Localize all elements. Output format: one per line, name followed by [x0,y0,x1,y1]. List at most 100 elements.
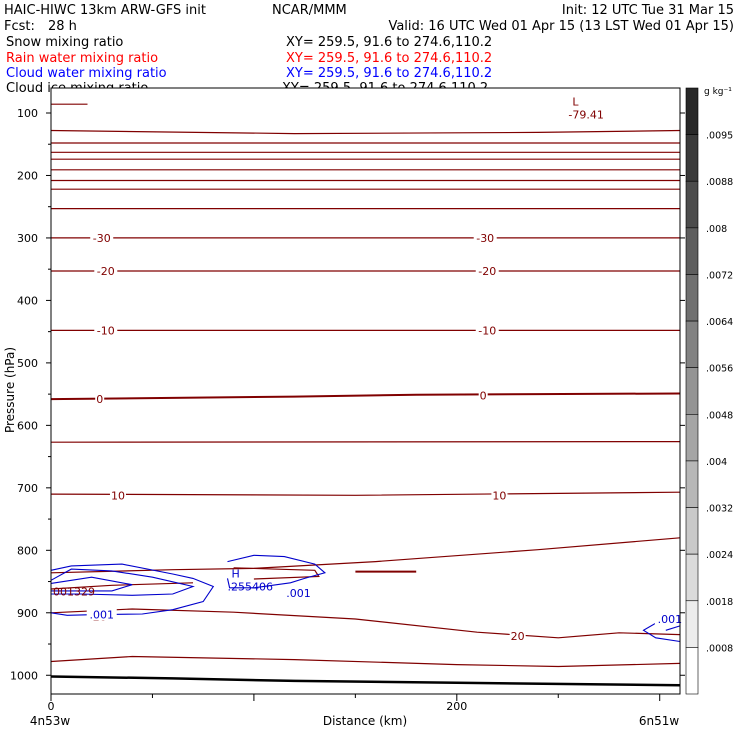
colorbar-segment-11 [685,600,699,648]
y-tick-label-4: 500 [17,357,38,370]
cloud-water-label-0-bg [86,608,117,621]
y-tick-label-5: 600 [17,419,38,432]
temperature-label-4: -10 [97,324,115,337]
field-xy-snow: XY= 259.5, 91.6 to 274.6,110.2 [286,35,492,50]
temperature-label-1-bg [473,231,497,244]
colorbar-segment-3 [685,227,699,275]
x-tick-label-0: 0 [48,700,55,713]
extremum-value-1: .255406 [228,581,274,594]
colorbar-label-9: .0024 [706,550,733,561]
cloud-water-label-1: .001 [286,587,311,600]
colorbar-segment-7 [685,414,699,462]
field-xy-rain: XY= 259.5, 91.6 to 274.6,110.2 [286,51,492,66]
y-tick-label-6: 700 [17,482,38,495]
cloud-water-line-5 [665,625,681,631]
x-end-label-left: 4n53w [30,714,71,728]
colorbar-segment-5 [685,320,699,368]
ground-line [50,675,681,687]
temperature-label-7: 0 [480,389,487,402]
colorbar-label-4: .0064 [706,317,733,328]
temperature-label-0: -30 [93,232,111,245]
fcst-label: Fcst: [4,19,35,34]
x-end-label-right: 6n51w [639,714,680,728]
isotherm-line-17 [50,608,681,639]
temperature-label-2: -20 [97,265,115,278]
plot-background [51,88,680,694]
isotherm-line-18 [50,655,681,668]
colorbar-label-10: .0018 [706,597,733,608]
field-name-rain: Rain water mixing ratio [6,51,158,66]
extremum-symbol-1: H [232,568,240,581]
y-tick-label-3: 400 [17,294,38,307]
y-tick-label-9: 1000 [10,669,38,682]
colorbar-label-7: .004 [706,457,727,468]
colorbar-segment-10 [685,553,699,602]
temperature-label-3: -20 [478,265,496,278]
colorbar-segment-9 [685,507,699,555]
cloud-water-line-0 [50,568,195,596]
extremum-symbol-0: L [572,95,579,108]
field-name-snow: Snow mixing ratio [6,35,123,50]
temperature-contours [50,103,681,668]
colorbar-segment-12 [685,647,699,695]
cloud-water-label-2-bg [654,613,685,626]
temperature-label-5: -10 [478,324,496,337]
colorbar-label-11: .0008 [706,643,733,654]
isotherm-line-20 [233,567,320,580]
cloud-water-label-0: .001 [89,609,114,622]
y-tick-label-8: 900 [17,607,38,620]
colorbar-label-3: .0072 [706,270,733,281]
header: HAIC-HIWC 13km ARW-GFS init NCAR/MMM Ini… [4,3,734,96]
colorbar-label-5: .0056 [706,364,733,375]
temperature-label-8-bg [109,489,126,502]
isotherm-line-13 [50,441,681,443]
extremum-value-0: -79.41 [568,108,603,121]
colorbar: .0095 .0088 .008 .0072 .0064 .0056 .0048 .004 .0… [685,87,733,695]
field-name-cloud-water: Cloud water mixing ratio [6,66,167,81]
ground-surface-line [50,675,681,687]
org-label: NCAR/MMM [272,3,347,18]
model-title: HAIC-HIWC 13km ARW-GFS init [4,3,206,18]
plot-frame [50,87,681,695]
temperature-label-2-bg [94,265,118,278]
temperature-label-11-bg [509,629,526,642]
temperature-label-9: 10 [492,489,506,502]
temperature-label-6-bg [95,393,105,406]
plot-area: -30-30-20-20-10-100010102020.001.001.001… [10,87,685,713]
y-tick-label-1: 200 [17,169,38,182]
temperature-label-7-bg [478,389,488,402]
colorbar-units: g kg⁻¹ [704,87,732,97]
extremum-value-2: 001329 [53,586,95,599]
isotherm-line-12 [50,392,681,401]
y-tick-label-7: 800 [17,544,38,557]
temperature-label-3-bg [475,265,499,278]
x-tick-label-1: 200 [446,700,467,713]
y-tick-label-0: 100 [17,107,38,120]
colorbar-label-6: .0048 [706,410,733,421]
cloud-water-line-1 [50,576,133,592]
valid-time: Valid: 16 UTC Wed 01 Apr 15 (13 LST Wed … [388,19,734,34]
colorbar-label-2: .008 [706,224,727,235]
colorbar-segment-1 [685,134,699,182]
colorbar-label-0: .0095 [706,131,733,142]
init-time: Init: 12 UTC Tue 31 Mar 15 [562,3,734,18]
colorbar-segment-4 [685,274,699,322]
cloud-water-label-1-bg [283,586,314,599]
colorbar-segment-6 [685,367,699,415]
temperature-label-4-bg [94,324,118,337]
colorbar-segment-2 [685,180,699,229]
y-tick-label-2: 300 [17,232,38,245]
isotherm-line-1 [50,129,681,135]
isotherm-line-14 [50,491,681,496]
x-axis-title: Distance (km) [323,714,407,728]
contour-labels: -30-30-20-20-10-100010102020.001.001.001… [53,95,685,643]
field-xy-cloud-water: XY= 259.5, 91.6 to 274.6,110.2 [286,66,492,81]
temperature-label-8: 10 [111,489,125,502]
colorbar-label-8: .0032 [706,504,733,515]
isotherm-line-16 [50,582,194,590]
temperature-label-1: -30 [476,232,494,245]
temperature-label-11: 20 [511,630,525,643]
colorbar-label-1: .0088 [706,177,733,188]
cloud-water-line-3 [226,554,327,589]
